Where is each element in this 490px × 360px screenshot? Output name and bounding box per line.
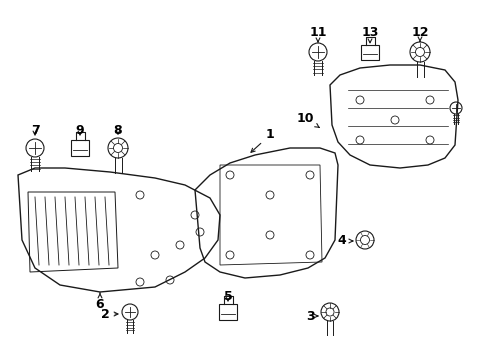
Text: 5: 5 bbox=[223, 289, 232, 302]
Text: 12: 12 bbox=[411, 26, 429, 41]
Text: 7: 7 bbox=[31, 123, 39, 136]
Text: 1: 1 bbox=[251, 129, 274, 152]
Text: 3: 3 bbox=[306, 310, 318, 323]
Text: 2: 2 bbox=[100, 307, 118, 320]
Text: 6: 6 bbox=[96, 293, 104, 311]
Text: 13: 13 bbox=[361, 26, 379, 43]
Text: 9: 9 bbox=[75, 123, 84, 136]
Text: 11: 11 bbox=[309, 26, 327, 42]
Text: 4: 4 bbox=[338, 234, 353, 248]
Text: 10: 10 bbox=[296, 112, 319, 127]
Text: 8: 8 bbox=[114, 123, 122, 136]
